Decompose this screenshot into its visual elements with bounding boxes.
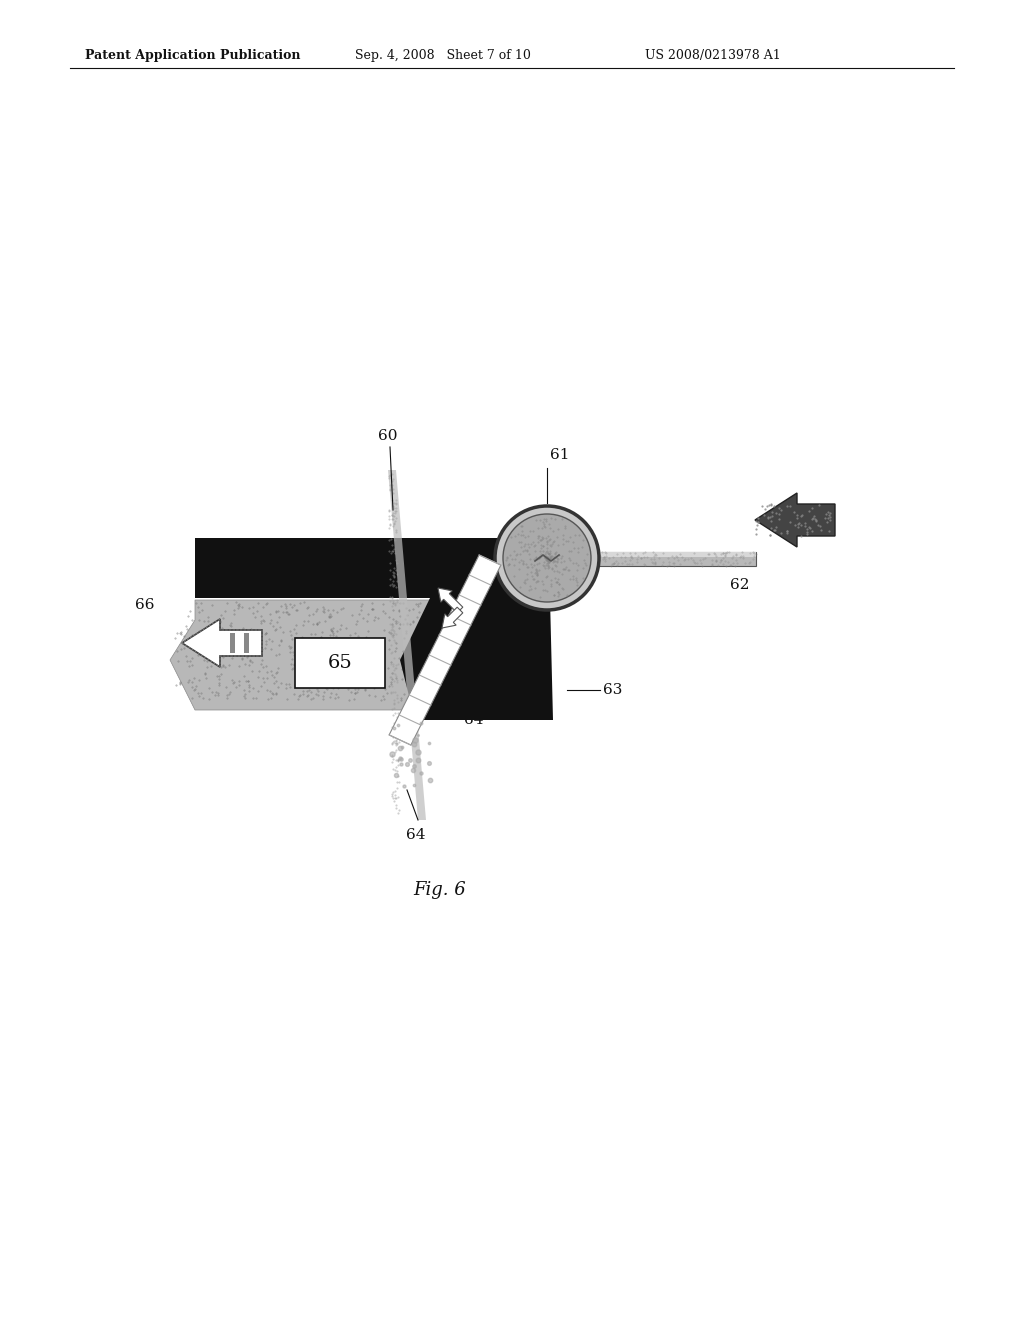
Text: 63: 63 (603, 682, 623, 697)
Polygon shape (170, 601, 490, 710)
Text: 64: 64 (407, 828, 426, 842)
Bar (244, 634, 249, 653)
Text: 62: 62 (730, 578, 750, 591)
Polygon shape (430, 539, 553, 598)
Bar (591, 552, 756, 557)
Text: US 2008/0213978 A1: US 2008/0213978 A1 (645, 49, 780, 62)
FancyArrow shape (755, 492, 835, 546)
Polygon shape (388, 470, 426, 820)
Bar (230, 634, 234, 653)
Text: 64: 64 (464, 713, 483, 727)
Text: 60: 60 (378, 429, 397, 444)
Text: Fig. 6: Fig. 6 (414, 880, 466, 899)
Text: 65: 65 (328, 653, 352, 672)
Text: Sep. 4, 2008   Sheet 7 of 10: Sep. 4, 2008 Sheet 7 of 10 (355, 49, 530, 62)
FancyArrow shape (182, 619, 262, 667)
FancyArrow shape (442, 607, 463, 628)
Bar (591, 552, 756, 566)
FancyBboxPatch shape (295, 638, 385, 688)
Circle shape (495, 506, 599, 610)
Circle shape (503, 513, 591, 602)
Text: 66: 66 (135, 598, 155, 612)
Text: 61: 61 (550, 447, 569, 462)
FancyArrow shape (438, 587, 463, 612)
Polygon shape (400, 598, 553, 719)
Polygon shape (389, 554, 501, 744)
Polygon shape (195, 539, 549, 598)
Text: Patent Application Publication: Patent Application Publication (85, 49, 300, 62)
